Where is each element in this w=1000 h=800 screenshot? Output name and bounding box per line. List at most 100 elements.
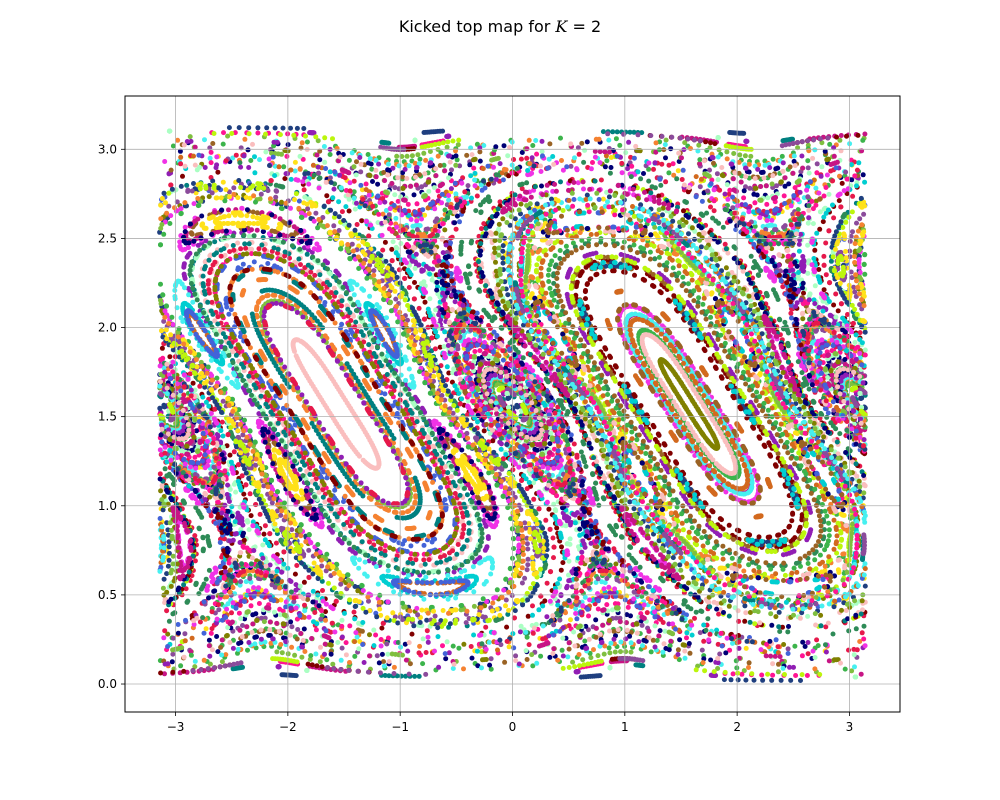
scatter-point (469, 583, 475, 589)
scatter-point (586, 613, 591, 619)
scatter-point (513, 653, 519, 659)
scatter-point (223, 301, 229, 307)
scatter-point (240, 623, 245, 628)
scatter-point (741, 195, 747, 201)
scatter-point (288, 416, 294, 422)
scatter-point (367, 293, 373, 299)
scatter-point (799, 653, 805, 659)
scatter-point (805, 165, 811, 171)
scatter-point (230, 666, 236, 672)
scatter-point (477, 560, 482, 566)
scatter-point (792, 185, 798, 191)
scatter-point (230, 381, 236, 387)
scatter-point (280, 405, 286, 411)
scatter-point (402, 538, 408, 544)
scatter-point (356, 302, 362, 308)
scatter-point (731, 536, 736, 542)
scatter-point (752, 200, 758, 206)
scatter-point (456, 645, 462, 651)
scatter-point (600, 196, 606, 202)
scatter-point (295, 337, 301, 343)
scatter-point (235, 265, 241, 271)
scatter-point (741, 568, 747, 574)
scatter-point (711, 208, 717, 214)
scatter-point (330, 309, 336, 315)
scatter-point (687, 492, 693, 498)
scatter-point (356, 557, 362, 563)
scatter-point (588, 655, 594, 661)
scatter-point (485, 536, 491, 541)
scatter-point (208, 630, 214, 636)
scatter-point (466, 573, 472, 579)
scatter-point (681, 208, 686, 214)
scatter-point (219, 659, 225, 665)
scatter-point (703, 372, 709, 378)
scatter-point (859, 630, 865, 636)
scatter-point (534, 262, 540, 268)
scatter-point (461, 641, 467, 647)
scatter-point (751, 191, 757, 197)
scatter-point (226, 311, 232, 317)
scatter-point (228, 307, 234, 313)
scatter-point (490, 564, 495, 569)
scatter-point (571, 441, 577, 447)
scatter-point (189, 573, 195, 579)
scatter-point (292, 652, 298, 658)
scatter-point (170, 651, 176, 657)
scatter-point (317, 659, 323, 665)
scatter-point (391, 589, 397, 595)
scatter-point (288, 619, 294, 625)
scatter-point (319, 524, 325, 530)
scatter-point (429, 539, 435, 545)
scatter-point (600, 129, 606, 135)
scatter-point (752, 621, 758, 627)
scatter-point (478, 279, 484, 285)
scatter-point (759, 424, 765, 430)
scatter-point (442, 227, 448, 233)
scatter-point (723, 650, 729, 656)
scatter-point (338, 325, 343, 331)
scatter-point (157, 471, 163, 477)
scatter-point (324, 475, 330, 481)
scatter-point (836, 570, 842, 575)
scatter-point (453, 226, 459, 232)
scatter-point (628, 613, 633, 619)
scatter-point (184, 182, 190, 188)
scatter-point (762, 571, 768, 577)
scatter-point (362, 559, 368, 565)
scatter-point (293, 353, 299, 359)
scatter-point (628, 649, 634, 655)
scatter-point (248, 603, 254, 609)
scatter-point (852, 339, 858, 345)
scatter-point (295, 627, 301, 632)
scatter-point (442, 207, 448, 213)
scatter-point (790, 136, 795, 142)
scatter-point (172, 287, 178, 293)
scatter-point (862, 519, 868, 525)
scatter-point (175, 278, 181, 284)
scatter-point (186, 292, 192, 298)
scatter-point (239, 205, 245, 211)
scatter-point (487, 325, 493, 331)
scatter-point (279, 650, 285, 656)
scatter-point (364, 573, 370, 579)
scatter-point (175, 630, 181, 636)
scatter-point (458, 569, 464, 575)
scatter-point (423, 574, 429, 580)
scatter-point (744, 138, 750, 144)
title-equals: = (567, 17, 591, 36)
scatter-point (443, 656, 449, 662)
scatter-point (708, 204, 713, 210)
scatter-point (385, 568, 391, 574)
scatter-point (593, 617, 599, 623)
scatter-point (322, 300, 328, 305)
scatter-point (532, 446, 538, 452)
scatter-point (472, 349, 478, 354)
scatter-point (392, 185, 398, 191)
scatter-point (542, 247, 548, 253)
scatter-point (822, 563, 828, 569)
scatter-point (725, 576, 731, 582)
scatter-point (350, 555, 356, 561)
scatter-point (365, 434, 371, 440)
scatter-point (753, 514, 759, 520)
